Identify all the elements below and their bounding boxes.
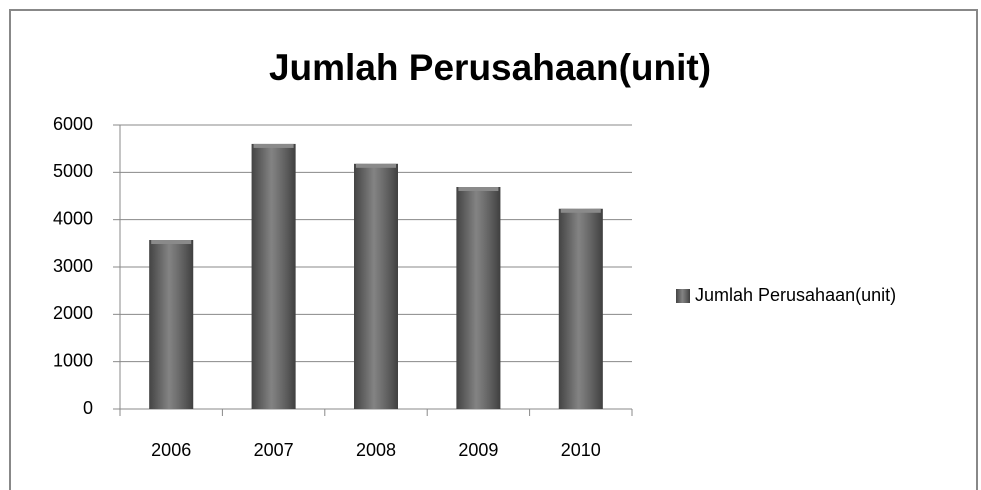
y-tick-label: 2000 (53, 303, 93, 323)
bar-cap (356, 163, 396, 168)
x-tick-label: 2009 (458, 440, 498, 460)
bar-shine (149, 240, 194, 409)
bar-cap (560, 208, 601, 213)
chart-title: Jumlah Perusahaan(unit) (269, 47, 711, 88)
legend-label: Jumlah Perusahaan(unit) (695, 285, 896, 305)
y-tick-label: 1000 (53, 350, 93, 370)
x-tick-label: 2007 (254, 440, 294, 460)
x-tick-label: 2010 (561, 440, 601, 460)
legend-swatch-shine (676, 289, 690, 303)
bar-cap (458, 187, 499, 192)
y-tick-label: 0 (83, 398, 93, 418)
x-tick-label: 2006 (151, 440, 191, 460)
y-tick-label: 3000 (53, 256, 93, 276)
bar-shine (456, 187, 501, 409)
bar-cap (151, 240, 192, 245)
y-tick-label: 6000 (53, 114, 93, 134)
chart-frame (9, 9, 978, 490)
x-tick-label: 2008 (356, 440, 396, 460)
y-tick-label: 5000 (53, 161, 93, 181)
bar-shine (354, 163, 398, 409)
bar-cap (253, 143, 294, 148)
bar-shine (558, 208, 603, 409)
y-tick-label: 4000 (53, 208, 93, 228)
bar-shine (251, 143, 296, 409)
